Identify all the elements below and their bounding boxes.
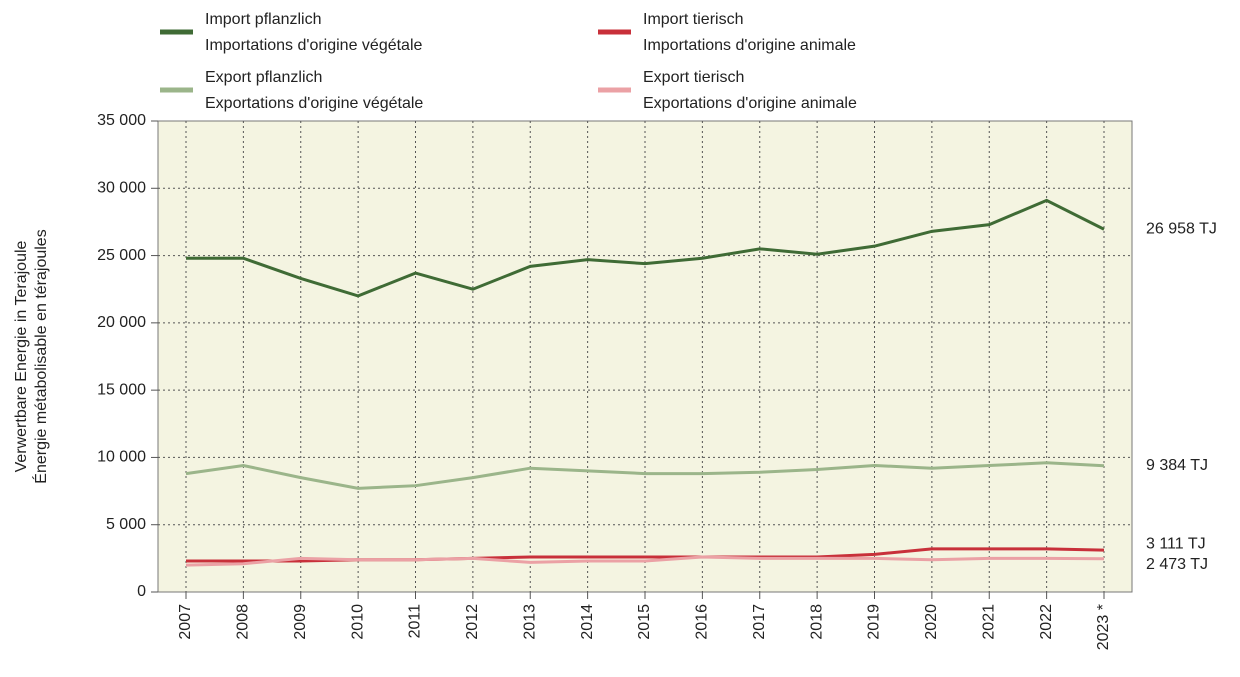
x-tick-label: 2013 [521, 604, 538, 640]
x-tick-label: 2023 * [1095, 604, 1112, 650]
x-tick-label: 2008 [235, 604, 252, 640]
series-line [185, 461, 1105, 490]
y-tick-label: 15 000 [97, 381, 146, 398]
x-tick-label: 2020 [923, 604, 940, 640]
x-tick-label: 2022 [1038, 604, 1055, 640]
x-tick-label: 2009 [292, 604, 309, 640]
series-line [186, 198, 1105, 298]
x-tick-label: 2007 [177, 604, 194, 640]
y-tick-label: 25 000 [97, 247, 146, 264]
legend-label: Import tierisch [643, 11, 743, 28]
series-line [185, 555, 1105, 567]
y-tick-label: 30 000 [97, 180, 146, 197]
x-tick-label: 2017 [751, 604, 768, 640]
legend-label: Importations d'origine végétale [205, 37, 423, 54]
end-label: 3 111 TJ [1146, 535, 1206, 552]
legend-label: Importations d'origine animale [643, 37, 856, 54]
x-tick-label: 2014 [579, 604, 596, 640]
y-axis-label: Énergie métabolisable en térajoules [31, 229, 50, 483]
y-tick-label: 5 000 [106, 516, 146, 533]
x-tick-label: 2012 [464, 604, 481, 640]
x-tick-label: 2019 [866, 604, 883, 640]
legend-label: Export tierisch [643, 69, 744, 86]
y-tick-label: 0 [137, 583, 146, 600]
y-tick-label: 35 000 [97, 112, 146, 129]
legend-label: Import pflanzlich [205, 11, 322, 28]
x-tick-label: 2011 [407, 604, 424, 639]
end-label: 2 473 TJ [1146, 556, 1208, 573]
x-tick-label: 2015 [636, 604, 653, 640]
end-label: 9 384 TJ [1146, 457, 1208, 474]
legend-label: Export pflanzlich [205, 69, 322, 86]
y-axis-label: Verwertbare Energie in Terajoule [13, 240, 30, 472]
legend-label: Exportations d'origine végétale [205, 95, 423, 112]
y-tick-label: 20 000 [97, 314, 146, 331]
x-tick-label: 2018 [808, 604, 825, 640]
legend-label: Exportations d'origine animale [643, 95, 857, 112]
y-tick-label: 10 000 [97, 449, 146, 466]
x-tick-label: 2021 [980, 604, 997, 640]
x-tick-label: 2016 [694, 604, 711, 640]
x-tick-label: 2010 [349, 604, 366, 640]
end-label: 26 958 TJ [1146, 220, 1217, 237]
